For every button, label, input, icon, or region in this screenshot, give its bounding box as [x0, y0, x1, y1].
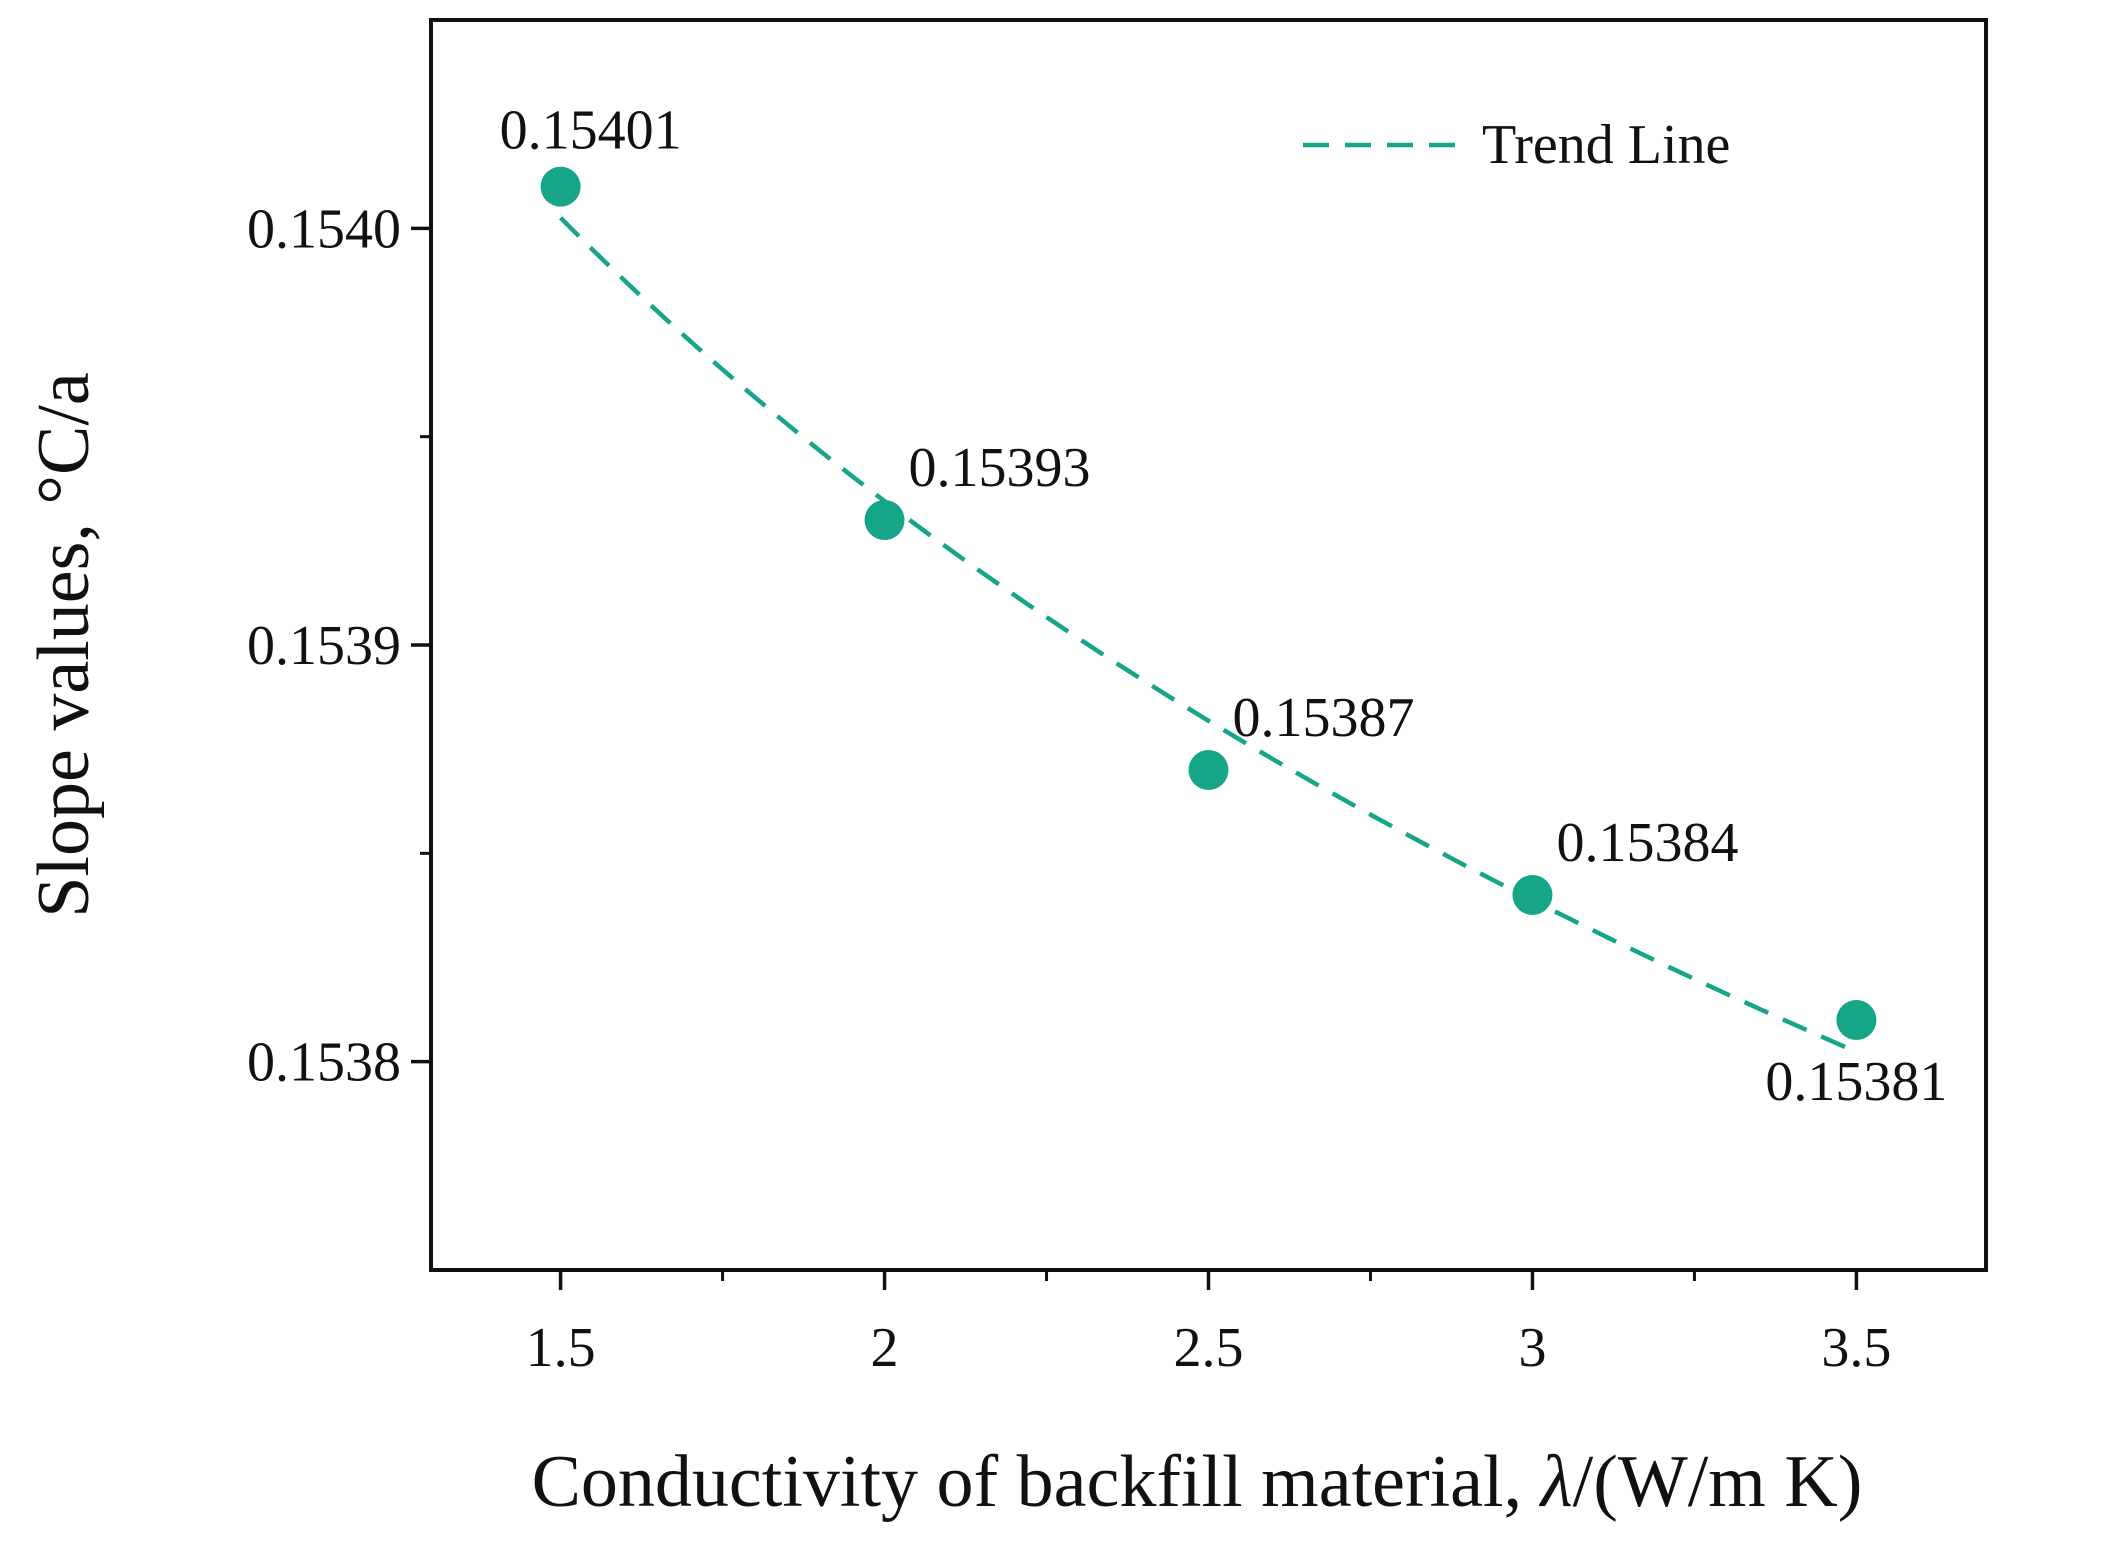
data-label: 0.15384 — [1556, 812, 1738, 874]
x-axis-title: Conductivity of backfill material, λ/(W/… — [532, 1441, 1863, 1523]
y-tick-label: 0.1540 — [247, 198, 401, 260]
data-label: 0.15381 — [1765, 1051, 1947, 1113]
data-points-group — [540, 166, 1877, 1040]
data-label: 0.15387 — [1233, 687, 1415, 749]
legend-trend-line-label: Trend Line — [1482, 114, 1730, 176]
legend: Trend Line — [1303, 114, 1730, 176]
plot-frame — [429, 18, 1988, 1272]
y-axis-ticks: 0.1538 0.1539 0.1540 — [247, 198, 431, 1094]
data-labels-group: 0.15401 0.15393 0.15387 0.15384 0.15381 — [500, 100, 1948, 1113]
data-point — [1512, 875, 1553, 915]
x-tick-label: 2.5 — [1174, 1317, 1244, 1379]
x-axis-title-symbol: λ — [1539, 1441, 1573, 1523]
y-tick-label: 0.1539 — [247, 615, 401, 677]
data-point — [540, 166, 581, 207]
y-tick-label: 0.1538 — [247, 1032, 401, 1094]
x-axis-ticks: 1.5 2 2.5 3 3.5 — [526, 1270, 1891, 1379]
data-label: 0.15393 — [909, 437, 1091, 499]
trend-line — [559, 216, 1858, 1054]
data-point — [1188, 750, 1229, 790]
x-axis-title-unit: /(W/m K) — [1573, 1441, 1863, 1523]
x-tick-label: 1.5 — [526, 1317, 596, 1379]
x-axis-title-text: Conductivity of backfill material, — [532, 1441, 1541, 1523]
y-axis-title: Slope values, °C/a — [23, 372, 105, 917]
x-tick-label: 3.5 — [1821, 1317, 1891, 1379]
data-label: 0.15401 — [500, 100, 682, 162]
x-tick-label: 3 — [1518, 1317, 1546, 1379]
trend-line-group — [559, 216, 1858, 1054]
plot-area — [429, 18, 1988, 1272]
x-tick-label: 2 — [871, 1317, 899, 1379]
data-point — [864, 500, 905, 540]
data-point — [1836, 1000, 1877, 1040]
